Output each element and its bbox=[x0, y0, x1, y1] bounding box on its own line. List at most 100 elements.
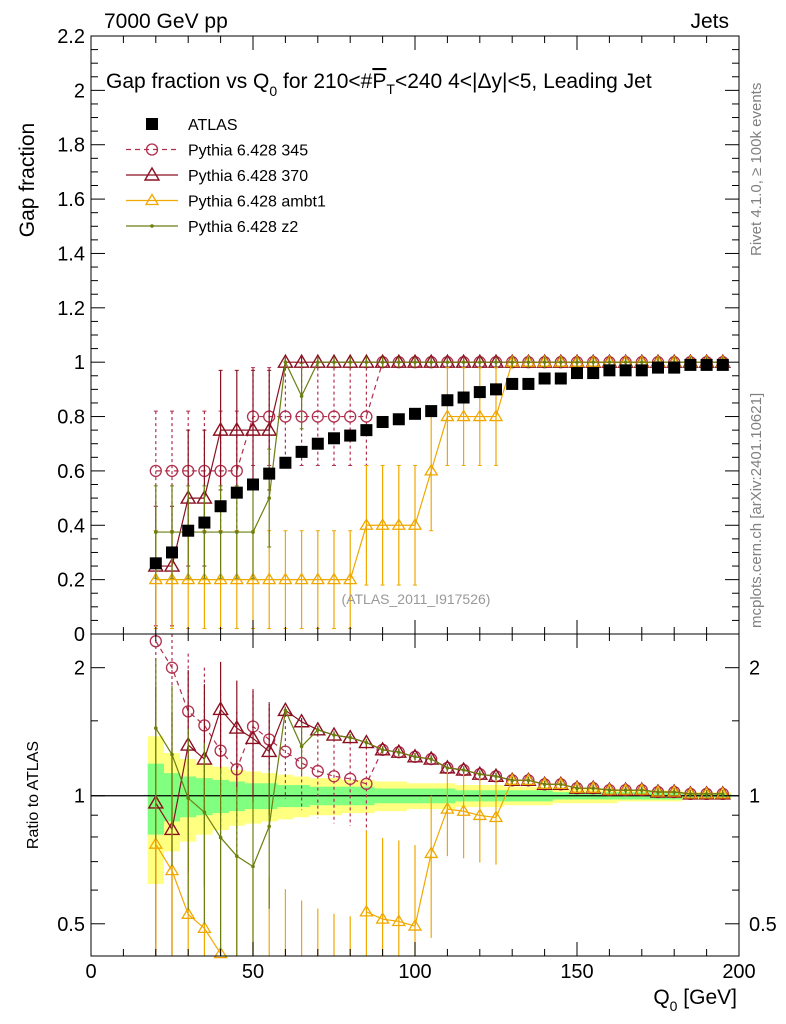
point-ambt1 bbox=[197, 572, 212, 585]
point-ambt1 bbox=[213, 572, 228, 585]
ratio-point-z2 bbox=[154, 726, 158, 730]
xtick-label: 150 bbox=[560, 961, 593, 983]
point-p370 bbox=[228, 421, 246, 436]
point-ambt1 bbox=[440, 409, 455, 422]
ratio-ytick-label: 0.5 bbox=[57, 914, 85, 936]
main-ytick-label: 1.4 bbox=[57, 243, 85, 265]
point-ambt1 bbox=[326, 572, 342, 585]
main-ytick-label: 2 bbox=[74, 80, 85, 102]
main-ylabel: Gap fraction bbox=[16, 123, 39, 237]
point-atlas bbox=[247, 478, 259, 491]
point-z2 bbox=[202, 530, 207, 534]
ratio-point-ambt1 bbox=[634, 782, 649, 795]
ratio-point-p345 bbox=[165, 661, 179, 674]
point-ambt1 bbox=[359, 518, 374, 530]
point-p345 bbox=[344, 410, 357, 423]
ratio-point-z2 bbox=[364, 740, 369, 745]
point-atlas bbox=[700, 358, 713, 371]
point-ambt1 bbox=[278, 572, 293, 585]
point-atlas bbox=[279, 456, 292, 469]
point-atlas bbox=[166, 546, 178, 559]
point-z2 bbox=[332, 360, 336, 364]
point-z2 bbox=[316, 360, 320, 364]
point-ambt1 bbox=[229, 572, 244, 585]
point-ambt1 bbox=[245, 572, 261, 585]
ratio-point-z2 bbox=[526, 778, 531, 783]
point-z2 bbox=[623, 360, 628, 364]
xtick-label: 0 bbox=[85, 961, 96, 983]
ratio-point-z2 bbox=[380, 748, 385, 752]
point-atlas bbox=[668, 361, 681, 374]
point-z2 bbox=[299, 394, 304, 398]
point-z2 bbox=[283, 360, 288, 364]
point-p370 bbox=[212, 421, 229, 436]
point-ambt1 bbox=[375, 518, 390, 530]
ratio-point-z2 bbox=[332, 733, 336, 737]
ratio-ytick-label-right: 1 bbox=[749, 786, 760, 808]
point-atlas bbox=[571, 367, 583, 380]
point-ambt1 bbox=[164, 572, 180, 585]
analysis-watermark: (ATLAS_2011_I917526) bbox=[342, 591, 491, 607]
ratio-point-ambt1 bbox=[618, 782, 633, 795]
ratio-point-z2 bbox=[478, 772, 482, 777]
point-z2 bbox=[235, 530, 239, 534]
legend: ATLAS Pythia 6.428 345 Pythia 6.428 370 Pyt… bbox=[126, 117, 326, 236]
ratio-point-z2 bbox=[251, 864, 255, 869]
ratio-point-z2 bbox=[559, 782, 563, 787]
point-z2 bbox=[348, 360, 353, 364]
point-z2 bbox=[526, 360, 531, 364]
ratio-point-z2 bbox=[721, 792, 725, 796]
point-z2 bbox=[445, 360, 450, 364]
ratio-point-ambt1 bbox=[197, 921, 212, 934]
ratio-point-ambt1 bbox=[359, 904, 374, 917]
ratio-band-green bbox=[147, 763, 731, 835]
point-z2 bbox=[429, 360, 434, 364]
ratio-point-z2 bbox=[218, 835, 223, 840]
ratio-series-z2 bbox=[154, 659, 725, 956]
point-z2 bbox=[640, 360, 644, 364]
ratio-point-p370 bbox=[277, 701, 294, 717]
ratio-point-z2 bbox=[704, 792, 709, 796]
ratio-point-z2 bbox=[607, 788, 612, 792]
point-atlas bbox=[652, 361, 664, 374]
point-z2 bbox=[251, 530, 255, 534]
xtick-label: 50 bbox=[242, 961, 264, 983]
ratio-point-z2 bbox=[623, 788, 628, 792]
point-atlas bbox=[328, 432, 340, 445]
chart-title: Gap fraction vs Q0 for 210<#PT<240 4<|Δy… bbox=[106, 70, 652, 99]
legend-marker-p345 bbox=[145, 143, 159, 156]
point-ambt1 bbox=[424, 463, 439, 476]
point-atlas bbox=[230, 486, 243, 499]
point-atlas bbox=[603, 364, 616, 377]
ratio-point-z2 bbox=[348, 735, 353, 740]
point-atlas bbox=[635, 364, 648, 377]
point-atlas bbox=[376, 415, 389, 428]
ratio-point-z2 bbox=[461, 768, 466, 772]
point-atlas bbox=[587, 367, 600, 380]
point-p345 bbox=[149, 464, 162, 478]
xlabel: Q0 [GeV] bbox=[653, 986, 737, 1014]
point-p345 bbox=[327, 410, 341, 423]
ratio-point-ambt1 bbox=[683, 786, 698, 799]
point-ambt1 bbox=[472, 409, 487, 422]
ratio-point-z2 bbox=[397, 750, 401, 754]
ratio-point-ambt1 bbox=[715, 786, 730, 799]
ratio-point-ambt1 bbox=[667, 784, 682, 797]
ratio-point-z2 bbox=[688, 792, 693, 796]
ratio-point-z2 bbox=[235, 854, 239, 858]
ratio-point-ambt1 bbox=[472, 808, 487, 821]
legend-marker-ambt1 bbox=[144, 193, 160, 206]
point-z2 bbox=[494, 360, 498, 364]
point-atlas bbox=[522, 377, 535, 390]
ratio-point-p370 bbox=[244, 730, 262, 745]
ratio-point-ambt1 bbox=[407, 918, 423, 931]
ratio-point-ambt1 bbox=[213, 946, 228, 959]
point-z2 bbox=[575, 360, 579, 364]
ratio-point-ambt1 bbox=[488, 810, 504, 823]
point-z2 bbox=[397, 360, 401, 364]
ratio-point-p370 bbox=[309, 721, 327, 736]
point-atlas bbox=[149, 557, 162, 570]
point-ambt1 bbox=[488, 409, 504, 422]
point-ambt1 bbox=[262, 572, 277, 585]
point-atlas bbox=[409, 407, 421, 420]
